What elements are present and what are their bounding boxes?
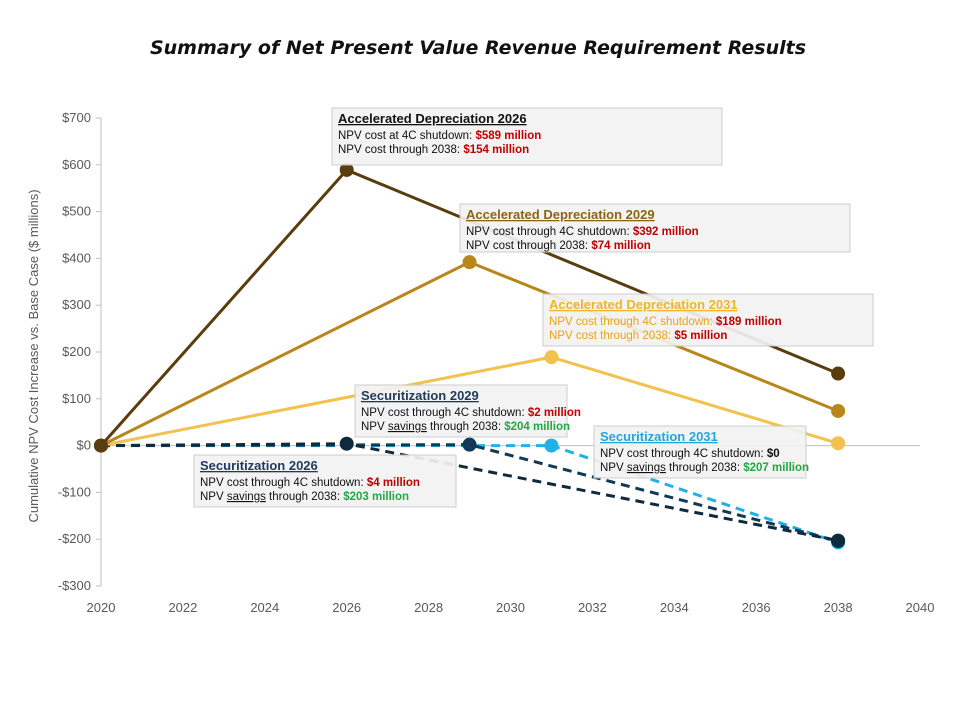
data-point-ad2026 — [831, 366, 846, 381]
data-point-ad2031 — [831, 436, 846, 451]
data-point-ad2026 — [339, 162, 354, 177]
annotation-value: $392 million — [633, 226, 699, 238]
annotation-line: NPV cost through 4C shutdown: $189 milli… — [549, 316, 782, 328]
annotation-ad2026: Accelerated Depreciation 2026 NPV cost at… — [331, 107, 723, 166]
data-point-sec2031 — [544, 438, 559, 453]
annotation-text: NPV cost through 2038: — [549, 330, 674, 342]
annotation-value: $74 million — [591, 240, 650, 252]
chart-axes: -$300 -$200 -$100 $0 $100 $200 $300 $400 $500 $60… — [26, 110, 934, 615]
annotation-sec2026: Securitization 2026 NPV cost through 4C s… — [193, 454, 457, 508]
x-tick-label: 2034 — [660, 600, 689, 615]
annotation-value: $189 million — [716, 316, 782, 328]
annotation-value: $0 — [767, 448, 780, 460]
annotation-text: through 2038: — [427, 421, 504, 433]
annotation-line: NPV savings through 2038: $207 million — [600, 462, 809, 474]
annotation-value: $5 million — [674, 330, 727, 342]
x-tick-label: 2040 — [906, 600, 935, 615]
annotation-sec2031: Securitization 2031 NPV cost through 4C s… — [593, 425, 809, 479]
annotation-line: NPV savings through 2038: $203 million — [200, 491, 409, 503]
annotation-text-underlined: savings — [388, 421, 427, 433]
annotation-text: NPV — [200, 491, 227, 503]
x-tick-label: 2038 — [824, 600, 853, 615]
annotation-title: Securitization 2031 — [600, 429, 718, 444]
annotation-value: $4 million — [367, 477, 420, 489]
x-tick-label: 2024 — [250, 600, 279, 615]
annotation-box — [354, 384, 568, 438]
data-point-ad2031 — [544, 350, 559, 365]
annotation-sec2029: Securitization 2029 NPV cost through 4C s… — [354, 384, 581, 438]
annotation-line: NPV cost through 2038: $74 million — [466, 240, 651, 252]
annotation-box — [331, 107, 723, 166]
y-tick-label: $0 — [77, 438, 91, 453]
annotation-value: $203 million — [343, 491, 409, 503]
x-tick-label: 2036 — [742, 600, 771, 615]
data-point-sec2026 — [831, 533, 846, 548]
annotation-line: NPV cost through 4C shutdown: $392 milli… — [466, 226, 699, 238]
annotation-line: NPV cost through 4C shutdown: $0 — [600, 448, 780, 460]
data-point-ad2029 — [462, 255, 477, 270]
y-tick-label: $200 — [62, 344, 91, 359]
annotation-title: Securitization 2029 — [361, 388, 479, 403]
annotation-text: NPV cost through 4C shutdown: — [549, 316, 716, 328]
annotation-title: Accelerated Depreciation 2031 — [549, 297, 738, 312]
annotation-value: $154 million — [463, 144, 529, 156]
annotation-text: NPV cost through 2038: — [466, 240, 591, 252]
annotation-value: $2 million — [528, 407, 581, 419]
data-point-ad2026 — [94, 438, 108, 453]
annotation-line: NPV cost through 2038: $154 million — [338, 144, 529, 156]
annotation-text: NPV cost at 4C shutdown: — [338, 130, 475, 142]
annotation-text: NPV cost through 2038: — [338, 144, 463, 156]
x-tick-label: 2022 — [168, 600, 197, 615]
y-tick-label: -$100 — [58, 484, 91, 499]
annotation-ad2029: Accelerated Depreciation 2029 NPV cost th… — [459, 203, 851, 253]
series-layer — [94, 162, 846, 550]
y-tick-label: $700 — [62, 110, 91, 125]
annotation-text: NPV cost through 4C shutdown: — [600, 448, 767, 460]
annotation-value: $207 million — [743, 462, 809, 474]
annotation-line: NPV cost through 2038: $5 million — [549, 330, 727, 342]
x-tick-label: 2026 — [332, 600, 361, 615]
y-tick-label: $500 — [62, 204, 91, 219]
annotation-text: NPV cost through 4C shutdown: — [361, 407, 528, 419]
annotation-line: NPV cost through 4C shutdown: $4 million — [200, 477, 420, 489]
annotation-value: $204 million — [504, 421, 570, 433]
annotation-box — [459, 203, 851, 253]
annotation-ad2031: Accelerated Depreciation 2031 NPV cost th… — [542, 293, 874, 347]
annotation-box — [593, 425, 807, 479]
annotation-value: $589 million — [475, 130, 541, 142]
y-tick-label: $100 — [62, 391, 91, 406]
annotation-line: NPV cost through 4C shutdown: $2 million — [361, 407, 581, 419]
annotation-line: NPV cost at 4C shutdown: $589 million — [338, 130, 541, 142]
y-tick-label: $600 — [62, 157, 91, 172]
annotation-title: Accelerated Depreciation 2029 — [466, 207, 655, 222]
annotation-title: Accelerated Depreciation 2026 — [338, 111, 527, 126]
annotation-text: through 2038: — [666, 462, 743, 474]
chart-title: Summary of Net Present Value Revenue Req… — [150, 37, 806, 59]
annotation-text: NPV — [361, 421, 388, 433]
data-point-ad2029 — [831, 403, 846, 418]
x-tick-label: 2032 — [578, 600, 607, 615]
annotation-text-underlined: savings — [627, 462, 666, 474]
x-tick-label: 2020 — [87, 600, 116, 615]
data-point-sec2029 — [462, 437, 477, 452]
annotation-box — [542, 293, 874, 347]
annotation-text-underlined: savings — [227, 491, 266, 503]
x-tick-label: 2030 — [496, 600, 525, 615]
annotation-title: Securitization 2026 — [200, 458, 318, 473]
y-tick-label: $300 — [62, 297, 91, 312]
annotation-text: through 2038: — [266, 491, 343, 503]
annotation-text: NPV cost through 4C shutdown: — [200, 477, 367, 489]
y-tick-label: -$200 — [58, 531, 91, 546]
annotation-text: NPV — [600, 462, 627, 474]
annotation-line: NPV savings through 2038: $204 million — [361, 421, 570, 433]
annotation-text: NPV cost through 4C shutdown: — [466, 226, 633, 238]
annotation-box — [193, 454, 457, 508]
data-point-sec2026 — [339, 436, 354, 451]
y-axis-label: Cumulative NPV Cost Increase vs. Base Ca… — [26, 189, 41, 522]
annotation-layer: Accelerated Depreciation 2026 NPV cost at… — [193, 107, 874, 508]
y-tick-label: $400 — [62, 250, 91, 265]
y-tick-label: -$300 — [58, 578, 91, 593]
x-tick-label: 2028 — [414, 600, 443, 615]
